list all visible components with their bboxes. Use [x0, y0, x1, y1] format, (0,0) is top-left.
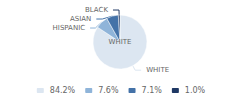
svg-text:7.6%: 7.6%: [98, 86, 119, 95]
svg-text:7.1%: 7.1%: [142, 86, 163, 95]
svg-text:1.0%: 1.0%: [185, 86, 206, 95]
svg-text:HISPANIC: HISPANIC: [53, 24, 86, 32]
svg-text:BLACK: BLACK: [85, 6, 108, 14]
svg-text:WHITE: WHITE: [146, 66, 169, 74]
svg-text:ASIAN: ASIAN: [70, 15, 91, 23]
svg-text:WHITE: WHITE: [109, 38, 132, 46]
svg-text:84.2%: 84.2%: [50, 86, 76, 95]
